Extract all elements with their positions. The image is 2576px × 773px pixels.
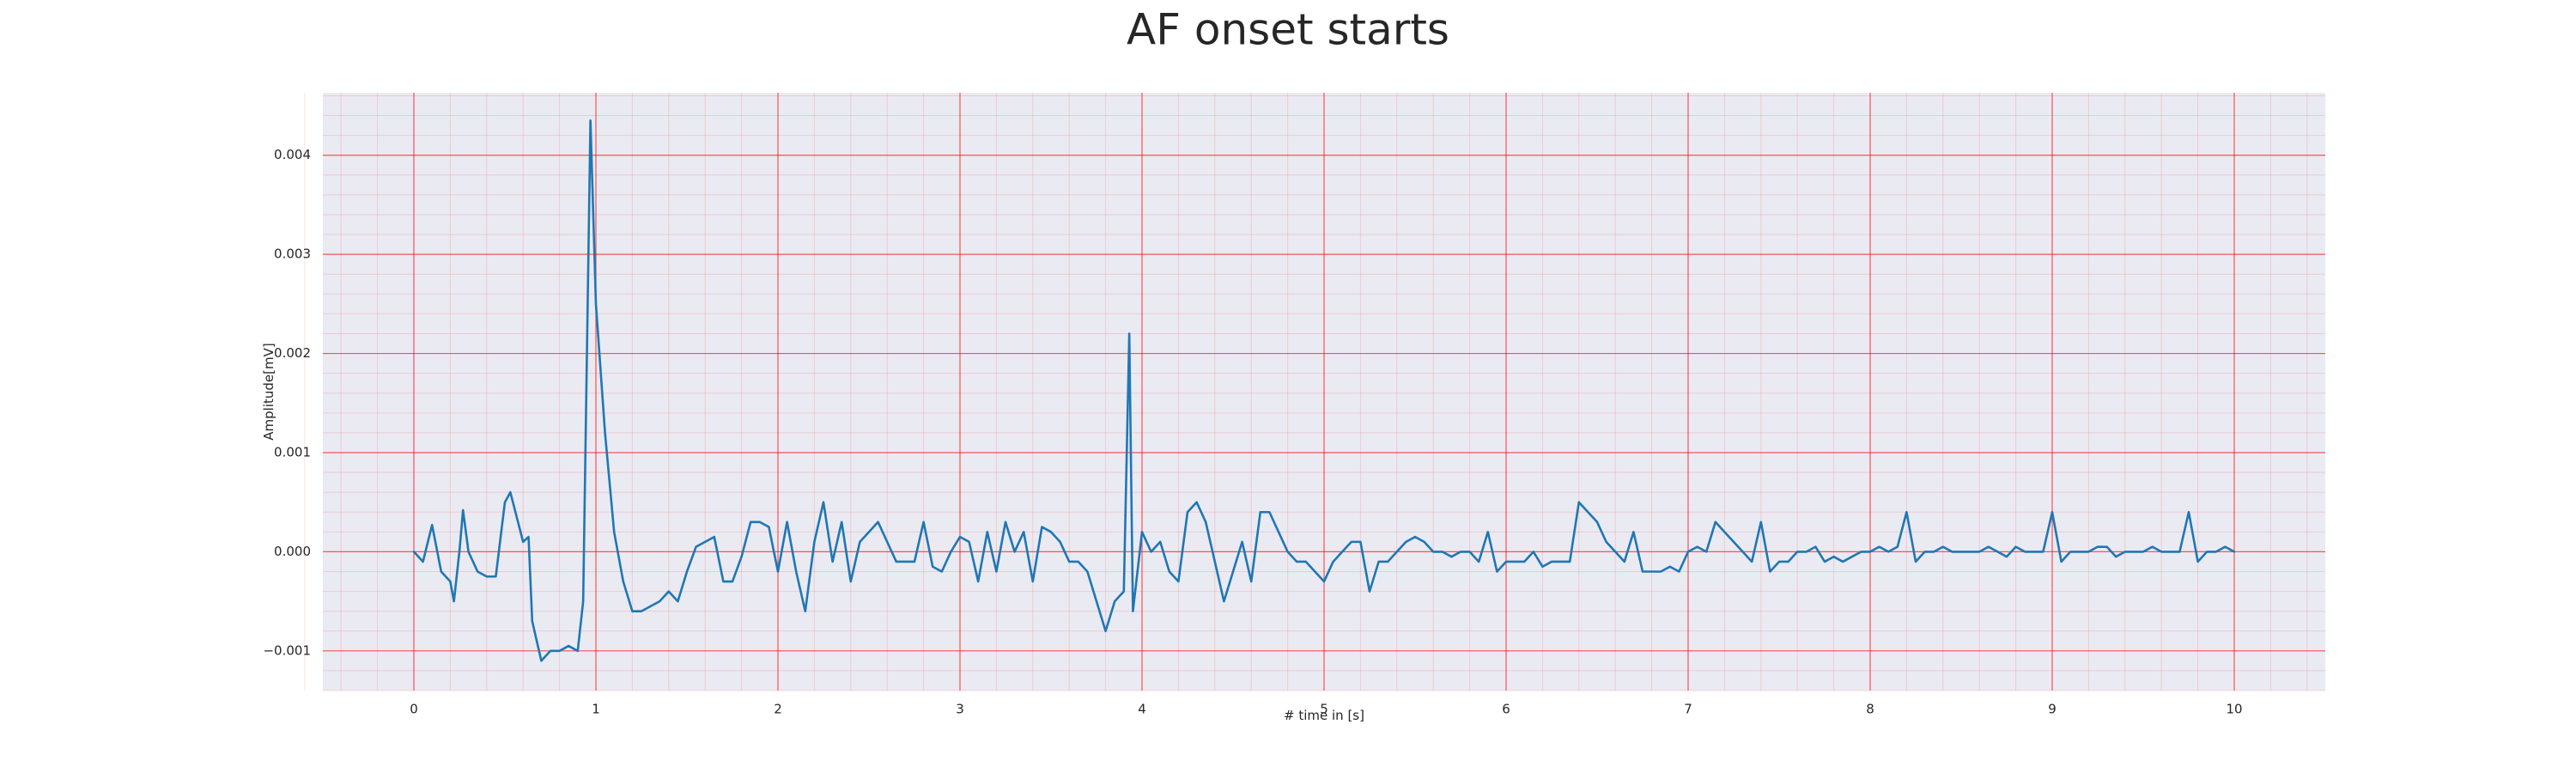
signal-line bbox=[412, 119, 2236, 662]
x-tick-label: 0 bbox=[410, 702, 418, 717]
x-tick-label: 2 bbox=[774, 702, 782, 717]
x-tick-label: 1 bbox=[592, 702, 600, 717]
y-tick-label: 0.002 bbox=[274, 345, 311, 361]
x-tick-label: 7 bbox=[1684, 702, 1692, 717]
x-tick-label: 8 bbox=[1866, 702, 1874, 717]
y-axis-label: Amplitude[mV] bbox=[261, 343, 276, 440]
x-tick-label: 4 bbox=[1138, 702, 1146, 717]
y-tick-label: 0.003 bbox=[274, 247, 311, 262]
x-tick-label: 5 bbox=[1320, 702, 1328, 717]
chart-title: AF onset starts bbox=[1127, 5, 1449, 55]
y-tick-label: 0.004 bbox=[274, 147, 311, 162]
x-axis-label: # time in [s] bbox=[1284, 708, 1364, 723]
x-tick-label: 9 bbox=[2048, 702, 2057, 717]
y-tick-label: 0.000 bbox=[274, 544, 311, 559]
y-tick-label: −0.001 bbox=[263, 642, 311, 658]
x-tick-label: 6 bbox=[1502, 702, 1510, 717]
x-tick-label: 10 bbox=[2226, 702, 2242, 717]
x-tick-label: 3 bbox=[956, 702, 964, 717]
y-tick-label: 0.001 bbox=[274, 444, 311, 460]
